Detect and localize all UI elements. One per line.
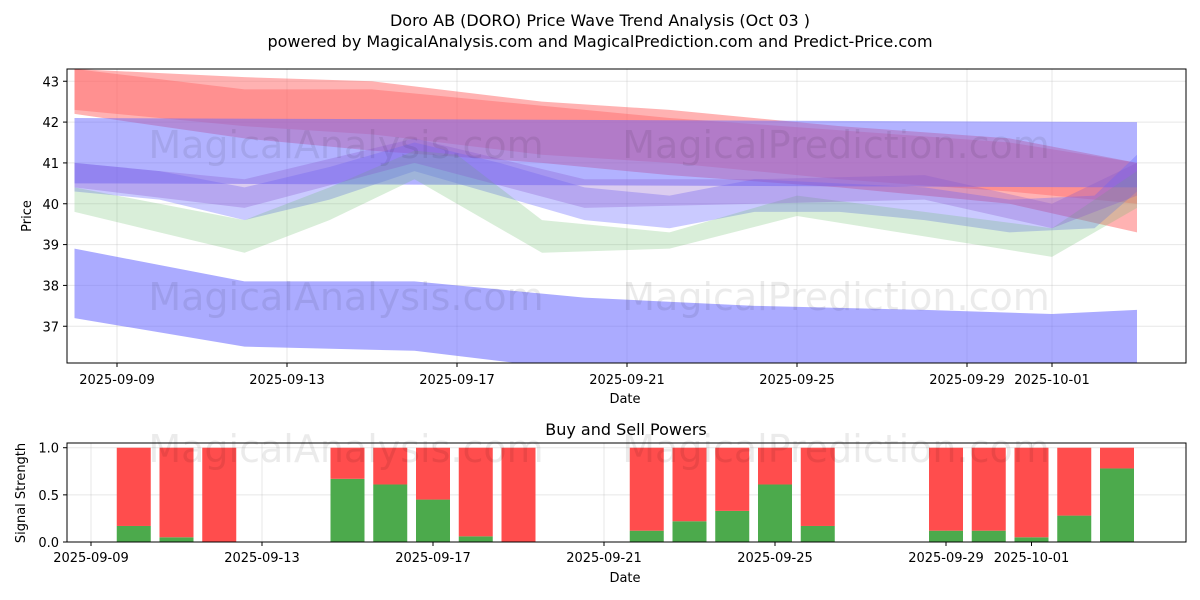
sell-bar [672, 447, 707, 522]
price-xtick-label: 2025-09-21 [589, 373, 665, 388]
sell-bar [1014, 447, 1049, 538]
signal-xtick-label: 2025-09-09 [53, 551, 129, 566]
price-band-4 [74, 142, 1137, 233]
price-ytick-label: 38 [42, 279, 59, 294]
price-ytick-label: 43 [42, 75, 59, 90]
price-bands [74, 69, 1137, 363]
sell-bar [458, 447, 493, 537]
buy-bar [672, 521, 707, 542]
watermark-analysis-mid: MagicalAnalysis.com [148, 275, 543, 319]
signal-xtick-label: 2025-10-01 [994, 551, 1070, 566]
signal-plot-frame [66, 442, 1187, 543]
signal-xtick-label: 2025-09-21 [566, 551, 642, 566]
price-ytick-label: 41 [42, 157, 59, 172]
price-xtick-label: 2025-10-01 [1014, 373, 1090, 388]
signal-bars [116, 447, 1134, 542]
price-plot-frame [66, 68, 1187, 364]
sell-bar [1057, 447, 1092, 516]
price-band-2 [74, 118, 1137, 188]
buy-bar [458, 536, 493, 542]
signal-ylabel: Signal Strength [14, 443, 29, 543]
sell-bar [330, 447, 365, 479]
price-xtick-label: 2025-09-13 [249, 373, 325, 388]
price-plot: MagicalAnalysis.com MagicalPrediction.co… [20, 68, 1187, 407]
watermark-prediction-mid: MagicalPrediction.com [622, 275, 1050, 319]
watermark-analysis-top: MagicalAnalysis.com [148, 123, 543, 167]
signal-plot: Buy and Sell Powers MagicalAnalysis.com … [14, 420, 1187, 586]
buy-bar [116, 525, 151, 542]
buy-bar [929, 530, 963, 542]
buy-bar [971, 530, 1006, 542]
sell-bar [715, 447, 750, 511]
signal-xtick-label: 2025-09-13 [224, 551, 300, 566]
buy-bar [330, 478, 365, 542]
price-xtick-label: 2025-09-25 [759, 373, 835, 388]
sell-bar [929, 447, 963, 531]
price-xlabel: Date [609, 392, 640, 407]
buy-bar [758, 484, 792, 542]
signal-xtick-label: 2025-09-25 [737, 551, 813, 566]
buy-bar [800, 525, 835, 542]
signal-plot-title: Buy and Sell Powers [545, 420, 707, 439]
price-band-3 [74, 248, 1137, 363]
signal-xtick-label: 2025-09-29 [908, 551, 984, 566]
signal-ytick-label: 1.0 [38, 442, 59, 457]
sell-bar [416, 447, 450, 500]
buy-bar [1100, 468, 1134, 542]
price-bands-clip [74, 69, 1137, 363]
buy-bar [1057, 515, 1092, 542]
price-ytick-label: 42 [42, 116, 59, 131]
sell-bar [159, 447, 194, 538]
price-xtick-label: 2025-09-09 [79, 373, 155, 388]
sell-bar [971, 447, 1006, 531]
signal-ytick-label: 0.0 [38, 536, 59, 551]
buy-bar [373, 484, 408, 542]
price-ylabel: Price [20, 200, 35, 232]
price-band-6 [74, 138, 1137, 229]
sell-bar [1100, 447, 1134, 469]
price-ytick-label: 39 [42, 239, 59, 254]
signal-ytick-label: 0.5 [38, 489, 59, 504]
chart-subtitle: powered by MagicalAnalysis.com and Magic… [267, 32, 932, 51]
watermark-prediction-bottom: MagicalPrediction.com [622, 427, 1050, 471]
sell-bar [629, 447, 664, 531]
price-ytick-label: 40 [42, 198, 59, 213]
price-xtick-label: 2025-09-29 [929, 373, 1005, 388]
price-axis-ticks: 37 38 39 40 41 42 43 2025-09-09 2025-09-13 2025-0… [42, 75, 1089, 388]
price-band-5 [74, 150, 1137, 257]
watermark-analysis-bottom: MagicalAnalysis.com [148, 427, 543, 471]
sell-bar [501, 447, 536, 542]
sell-bar [800, 447, 835, 526]
sell-bar [202, 447, 237, 542]
buy-bar [629, 530, 664, 542]
price-xtick-label: 2025-09-17 [419, 373, 495, 388]
buy-bar [416, 499, 450, 542]
signal-axis-ticks: 0.0 0.5 1.0 2025-09-09 2025-09-13 2025-09-17 2… [38, 442, 1069, 566]
sell-bar [373, 447, 408, 485]
sell-bar [758, 447, 792, 485]
buy-bar [159, 537, 194, 542]
chart-title: Doro AB (DORO) Price Wave Trend Analysis… [390, 11, 810, 30]
buy-bar [1014, 537, 1049, 542]
watermark-prediction-top: MagicalPrediction.com [622, 123, 1050, 167]
sell-bar [116, 447, 151, 526]
price-ytick-label: 37 [42, 320, 59, 335]
buy-bar [715, 510, 750, 542]
signal-xlabel: Date [609, 571, 640, 586]
signal-xtick-label: 2025-09-17 [395, 551, 471, 566]
